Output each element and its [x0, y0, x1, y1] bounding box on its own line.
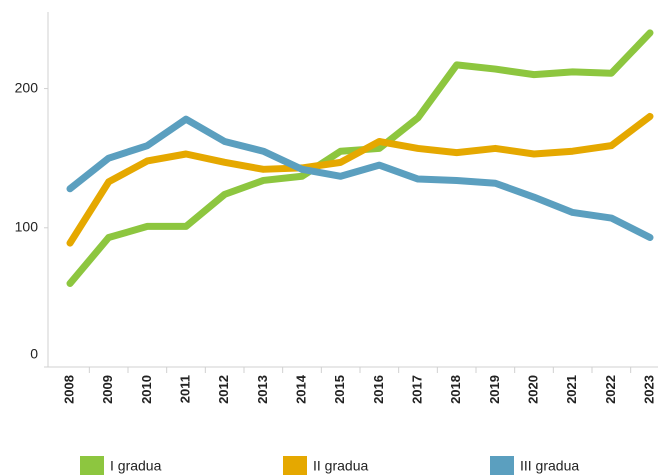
legend-label: II gradua [313, 458, 368, 474]
legend-swatch [80, 456, 104, 475]
y-tick-label: 100 [15, 218, 39, 234]
x-tick-label: 2020 [525, 375, 540, 404]
y-tick-label: 0 [30, 346, 38, 362]
series-line [66, 115, 654, 242]
x-tick-label: 2015 [332, 375, 347, 404]
x-tick-label: 2008 [61, 375, 76, 404]
x-tick-label: 2021 [564, 375, 579, 404]
x-tick-label: 2013 [255, 375, 270, 404]
x-tick-label: 2017 [409, 375, 424, 404]
x-tick-label: 2018 [448, 375, 463, 404]
x-tick-label: 2012 [216, 375, 231, 404]
x-tick-label: 2016 [371, 375, 386, 404]
y-tick-label: 200 [15, 79, 39, 95]
legend-swatch [283, 456, 307, 475]
x-tick-label: 2011 [177, 375, 192, 403]
legend-label: I gradua [110, 458, 162, 474]
legend-label: III gradua [520, 458, 579, 474]
x-tick-label: 2023 [641, 375, 656, 404]
x-tick-label: 2009 [100, 375, 115, 404]
x-tick-label: 2014 [293, 374, 308, 404]
legend-swatch [490, 456, 514, 475]
x-tick-label: 2010 [139, 375, 154, 404]
x-tick-label: 2019 [487, 375, 502, 404]
series-line [66, 112, 654, 247]
x-tick-label: 2022 [603, 375, 618, 404]
